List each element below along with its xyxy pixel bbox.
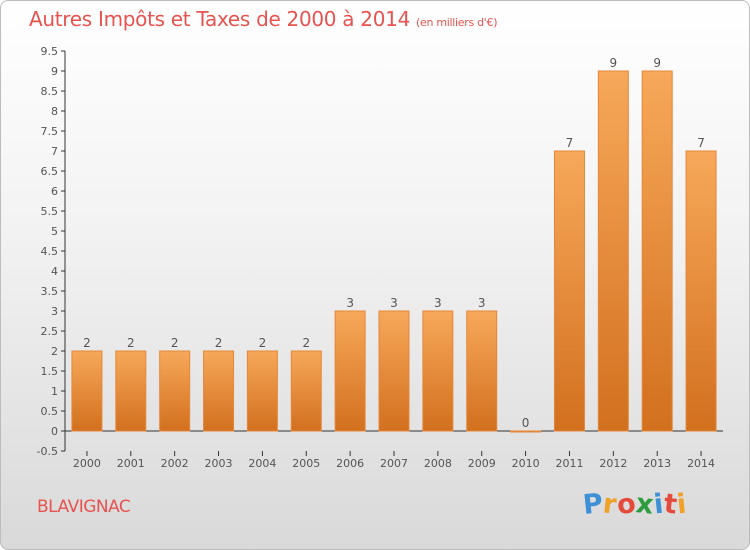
x-tick-label-2014: 2014 xyxy=(687,457,715,470)
bar-2009 xyxy=(466,310,498,432)
bar-2013 xyxy=(641,70,673,432)
y-tick-label: 0 xyxy=(51,425,58,438)
x-tick-label-2011: 2011 xyxy=(555,457,583,470)
bar-2006 xyxy=(334,310,366,432)
bar-2001 xyxy=(115,350,147,432)
data-label-2007: 3 xyxy=(390,296,398,310)
chart-title: Autres Impôts et Taxes de 2000 à 2014 (en… xyxy=(29,7,497,31)
data-label-2000: 2 xyxy=(83,336,91,350)
x-tick-label-2002: 2002 xyxy=(161,457,189,470)
y-tick-label: 7.5 xyxy=(41,125,59,138)
x-tick-label-2004: 2004 xyxy=(248,457,276,470)
x-tick-label-2001: 2001 xyxy=(117,457,145,470)
bar-2005 xyxy=(290,350,322,432)
data-label-2011: 7 xyxy=(566,136,574,150)
y-tick-label: 4.5 xyxy=(41,245,59,258)
y-tick-label: 0.5 xyxy=(41,405,59,418)
data-label-2014: 7 xyxy=(697,136,705,150)
y-tick-label: 6 xyxy=(51,185,58,198)
x-tick-label-2010: 2010 xyxy=(512,457,540,470)
bar-2000 xyxy=(71,350,103,432)
proxiti-logo: Proxiti xyxy=(581,488,689,521)
bar-2002 xyxy=(159,350,191,432)
data-label-2002: 2 xyxy=(171,336,179,350)
chart-unit: (en milliers d'€) xyxy=(416,16,498,29)
bar-2003 xyxy=(203,350,235,432)
data-label-2010: 0 xyxy=(522,416,530,430)
data-label-2004: 2 xyxy=(259,336,267,350)
commune-name: BLAVIGNAC xyxy=(37,497,131,517)
x-tick-label-2000: 2000 xyxy=(73,457,101,470)
data-label-2003: 2 xyxy=(215,336,223,350)
y-tick-label: 2.5 xyxy=(41,325,59,338)
x-tick-label-2013: 2013 xyxy=(643,457,671,470)
y-tick-label: 5 xyxy=(51,225,58,238)
x-tick-label-2006: 2006 xyxy=(336,457,364,470)
y-tick-label: 8 xyxy=(51,105,58,118)
y-tick-label: 5.5 xyxy=(41,205,59,218)
y-tick-label: 9.5 xyxy=(41,45,59,58)
bar-2004 xyxy=(246,350,278,432)
x-tick-label-2012: 2012 xyxy=(599,457,627,470)
y-tick-label: 2 xyxy=(51,345,58,358)
x-tick-label-2003: 2003 xyxy=(205,457,233,470)
y-tick-label: 1 xyxy=(51,385,58,398)
bar-2012 xyxy=(597,70,629,432)
data-label-2006: 3 xyxy=(346,296,354,310)
y-tick-label: 6.5 xyxy=(41,165,59,178)
y-tick-label: 3.5 xyxy=(41,285,59,298)
y-tick-label: 1.5 xyxy=(41,365,59,378)
y-tick-label: 3 xyxy=(51,305,58,318)
bar-2007 xyxy=(378,310,410,432)
bar-2010 xyxy=(510,430,542,433)
chart-axes: -0.5 0 0.5 1 1.5 2 2.5 3 3.5 4 4.5 5 5.5 6 6.5 7 7.5 8 8.5… xyxy=(37,45,723,470)
data-label-2012: 9 xyxy=(610,56,618,70)
chart-title-text: Autres Impôts et Taxes de 2000 à 2014 xyxy=(29,7,410,31)
data-label-2005: 2 xyxy=(302,336,310,350)
bar-2008 xyxy=(422,310,454,432)
x-tick-label-2007: 2007 xyxy=(380,457,408,470)
y-tick-label: 8.5 xyxy=(41,85,59,98)
bar-2014 xyxy=(685,150,717,432)
data-label-2009: 3 xyxy=(478,296,486,310)
data-label-2013: 9 xyxy=(653,56,661,70)
y-tick-label: 9 xyxy=(51,65,58,78)
chart-bars: 2 2 2 2 2 2 3 3 3 3 0 7 9 9 7 xyxy=(71,56,717,433)
data-label-2008: 3 xyxy=(434,296,442,310)
x-tick-label-2005: 2005 xyxy=(292,457,320,470)
x-tick-label-2008: 2008 xyxy=(424,457,452,470)
y-tick-label: -0.5 xyxy=(37,445,58,458)
bar-2011 xyxy=(553,150,585,432)
y-tick-label: 7 xyxy=(51,145,58,158)
logo-letter: i xyxy=(675,488,689,521)
y-tick-label: 4 xyxy=(51,265,58,278)
x-tick-label-2009: 2009 xyxy=(468,457,496,470)
data-label-2001: 2 xyxy=(127,336,135,350)
